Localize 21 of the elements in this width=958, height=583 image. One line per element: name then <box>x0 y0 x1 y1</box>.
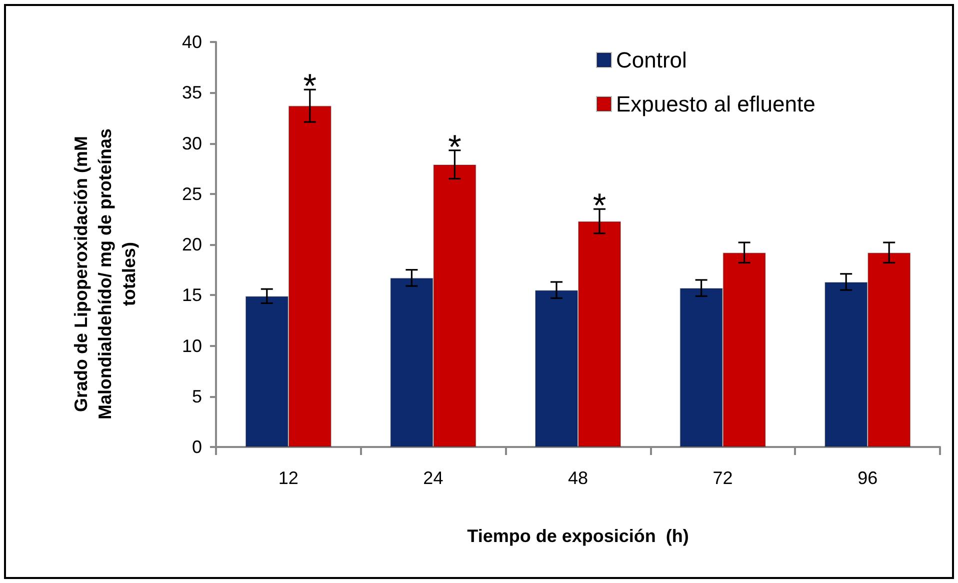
x-tick-label: 48 <box>568 468 588 488</box>
x-tick-label: 72 <box>712 468 733 488</box>
y-tick-label: 10 <box>182 336 202 356</box>
y-tick-label: 35 <box>182 82 202 103</box>
x-tick-label: 12 <box>278 468 298 488</box>
annotation: * <box>448 128 462 166</box>
annotation: * <box>592 187 606 226</box>
y-tick-label: 15 <box>182 285 202 306</box>
legend-label: Expuesto al efluente <box>616 92 816 116</box>
x-axis-title: Tiempo de exposición (h) <box>467 526 689 546</box>
y-tick-label: 25 <box>182 184 202 204</box>
y-tick-label: 20 <box>182 234 202 254</box>
y-tick-label: 40 <box>182 32 202 52</box>
x-tick-label: 24 <box>423 468 444 488</box>
y-axis-title: Grado de Lipoperoxidación (mM Malondialdehído/ mg de proteínas totales) <box>70 127 140 422</box>
x-tick-label: 96 <box>858 468 878 488</box>
legend-label: Control <box>616 48 687 72</box>
y-tick-label: 30 <box>182 133 202 154</box>
y-tick-label: 5 <box>192 386 202 406</box>
y-tick-label: 0 <box>192 437 202 457</box>
annotation: * <box>303 68 317 106</box>
